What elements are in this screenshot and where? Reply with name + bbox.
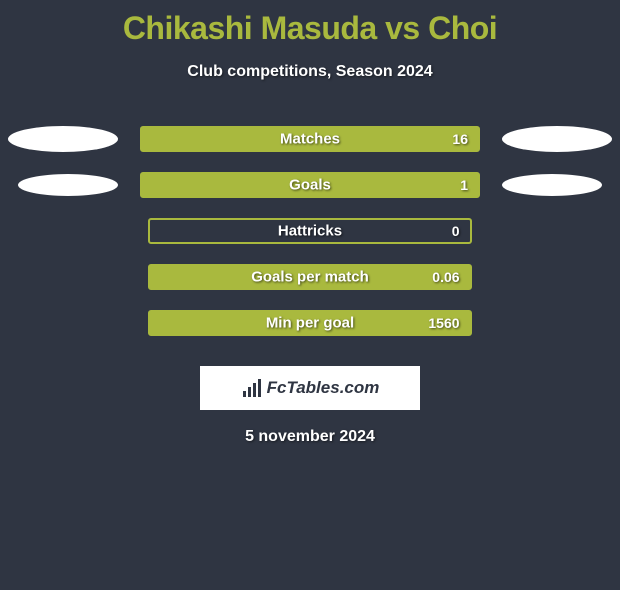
stat-label: Matches (280, 131, 340, 148)
stats-content: Matches 16 Goals 1 Hattricks 0 Goals per… (0, 126, 620, 336)
stat-value: 0 (452, 223, 460, 239)
stat-value: 1560 (428, 315, 459, 331)
logo-box[interactable]: FcTables.com (200, 366, 420, 410)
avatar-right (502, 126, 612, 152)
stat-value: 0.06 (432, 269, 459, 285)
stat-label: Min per goal (266, 315, 354, 332)
stat-label: Goals per match (251, 269, 369, 286)
stat-bar: Goals per match 0.06 (148, 264, 471, 290)
stat-row-gpm: Goals per match 0.06 (0, 264, 620, 290)
stat-row-mpg: Min per goal 1560 (0, 310, 620, 336)
date-text: 5 november 2024 (0, 428, 620, 446)
logo-content: FcTables.com (241, 377, 380, 399)
stat-bar: Matches 16 (140, 126, 480, 152)
stat-value: 16 (452, 131, 468, 147)
avatar-right (502, 174, 602, 196)
logo-text: FcTables.com (267, 378, 380, 398)
stat-value: 1 (460, 177, 468, 193)
avatar-left (8, 126, 118, 152)
stat-row-matches: Matches 16 (0, 126, 620, 152)
chart-icon (241, 377, 263, 399)
stat-bar: Hattricks 0 (148, 218, 471, 244)
avatar-left (18, 174, 118, 196)
stat-label: Hattricks (278, 223, 342, 240)
stat-bar: Min per goal 1560 (148, 310, 471, 336)
subtitle: Club competitions, Season 2024 (0, 63, 620, 81)
page-title: Chikashi Masuda vs Choi (0, 10, 620, 47)
stat-row-hattricks: Hattricks 0 (0, 218, 620, 244)
stat-bar: Goals 1 (140, 172, 480, 198)
stat-label: Goals (289, 177, 331, 194)
stat-row-goals: Goals 1 (0, 172, 620, 198)
